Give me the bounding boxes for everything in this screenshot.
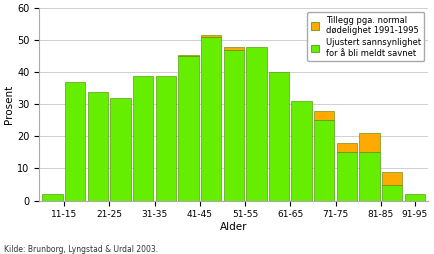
Text: Kilde: Brunborg, Lyngstad & Urdal 2003.: Kilde: Brunborg, Lyngstad & Urdal 2003. [4,245,158,254]
Y-axis label: Prosent: Prosent [4,85,14,124]
Bar [337,152,357,201]
Bar [201,35,221,37]
Bar [133,75,153,201]
Bar [201,37,221,201]
Bar [292,101,312,201]
Bar [382,184,402,201]
Bar [246,47,266,201]
Bar [224,47,244,50]
Bar [269,72,289,201]
Bar [65,82,85,201]
Bar [337,143,357,152]
Bar [359,133,380,152]
Bar [88,91,108,201]
Bar [224,50,244,201]
Bar [43,194,63,201]
Bar [178,56,199,201]
Bar [178,55,199,56]
Bar [404,194,425,201]
Bar [314,120,335,201]
Bar [314,111,335,120]
Legend: Tillegg pga. normal
dødelighet 1991-1995, Ujustert sannsynlighet
for å bli meldt: Tillegg pga. normal dødelighet 1991-1995… [307,12,424,61]
Bar [359,152,380,201]
Bar [156,75,176,201]
X-axis label: Alder: Alder [220,222,247,232]
Bar [382,172,402,184]
Bar [110,98,131,201]
